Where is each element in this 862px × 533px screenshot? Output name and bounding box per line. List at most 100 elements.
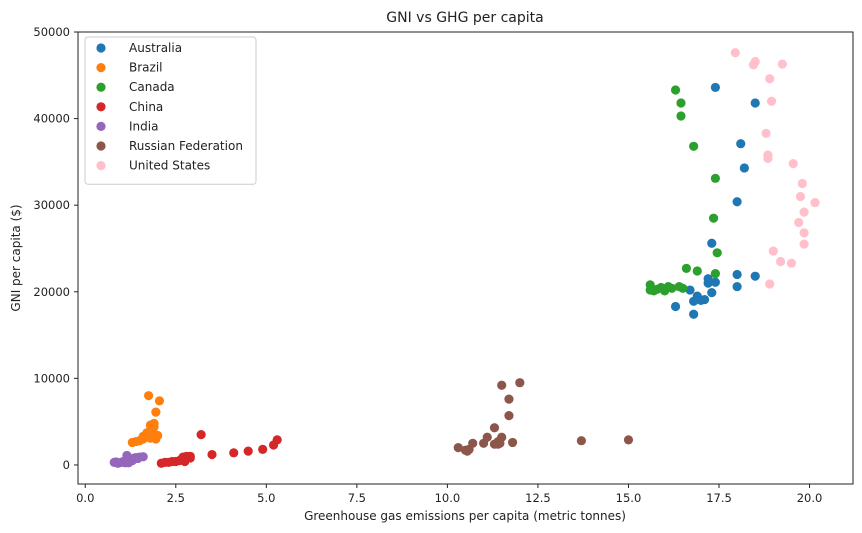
data-point [497, 380, 507, 390]
series-brazil [127, 391, 165, 448]
data-point [732, 281, 742, 292]
series-russian-federation [453, 378, 634, 456]
data-point [678, 283, 688, 293]
data-point [707, 288, 717, 298]
data-point [730, 48, 740, 58]
x-axis-title: Greenhouse gas emissions per capita (met… [304, 509, 626, 523]
data-point [645, 280, 655, 290]
data-point [468, 438, 478, 448]
data-point [761, 128, 771, 138]
data-point [739, 163, 749, 173]
legend-label: Russian Federation [129, 139, 243, 153]
data-point [667, 283, 677, 293]
data-point [670, 85, 681, 95]
data-point [732, 197, 742, 207]
data-point [453, 443, 463, 453]
data-point [689, 309, 699, 319]
data-point [462, 446, 472, 456]
y-tick-label: 50000 [33, 25, 70, 39]
x-tick-label: 2.5 [167, 491, 185, 505]
data-point [507, 437, 518, 448]
data-point [765, 279, 775, 289]
data-point [145, 420, 156, 430]
data-point [133, 453, 143, 464]
legend-marker [96, 121, 106, 131]
chart-title: GNI vs GHG per capita [386, 10, 543, 26]
x-axis: 0.0 2.5 5.0 7.5 10.0 12.5 15.0 17.5 20.0 [76, 484, 822, 505]
data-point [151, 407, 161, 417]
data-point [180, 456, 190, 467]
data-point [689, 141, 699, 151]
legend-label: Australia [129, 41, 182, 55]
data-point [736, 139, 746, 149]
data-points [109, 48, 820, 468]
data-point [670, 301, 681, 312]
data-point [272, 435, 282, 445]
data-point [243, 446, 253, 456]
data-point [623, 435, 634, 445]
plot-area [77, 31, 854, 485]
x-tick-label: 0.0 [76, 491, 94, 505]
y-tick-label: 10000 [33, 371, 70, 385]
legend-marker [96, 82, 106, 92]
legend-label: India [129, 119, 158, 133]
legend-marker [96, 161, 106, 171]
data-point [732, 269, 742, 280]
x-tick-label: 20.0 [797, 491, 823, 505]
data-point [229, 448, 239, 458]
series-united-states [730, 48, 820, 289]
data-point [676, 98, 686, 108]
y-axis: 0 10000 20000 30000 40000 50000 [33, 25, 78, 472]
data-point [710, 268, 720, 279]
data-point [692, 266, 702, 276]
y-tick-label: 0 [63, 458, 70, 472]
data-point [504, 410, 514, 421]
legend-marker [96, 63, 106, 73]
data-point [515, 378, 525, 388]
data-point [710, 82, 720, 93]
data-point [710, 173, 720, 183]
series-canada [645, 85, 722, 296]
data-point [676, 111, 686, 121]
y-tick-label: 40000 [33, 112, 70, 126]
legend-label: Brazil [129, 61, 163, 75]
data-point [685, 285, 695, 295]
data-point [799, 239, 809, 249]
x-tick-label: 5.0 [257, 491, 275, 505]
data-point [707, 238, 717, 248]
data-point [115, 458, 125, 468]
data-point [750, 271, 760, 281]
data-point [138, 431, 148, 441]
data-point [712, 248, 722, 258]
y-axis-title: GNI per capita ($) [9, 204, 23, 311]
x-tick-label: 10.0 [435, 491, 461, 505]
data-point [775, 256, 786, 267]
data-point [797, 178, 807, 189]
data-point [799, 228, 809, 238]
data-point [576, 436, 586, 446]
legend-label: United States [129, 159, 210, 173]
data-point [768, 246, 778, 256]
x-tick-label: 15.0 [616, 491, 642, 505]
legend-marker [96, 141, 106, 151]
x-tick-label: 17.5 [706, 491, 732, 505]
series-china [156, 430, 282, 468]
data-point [710, 277, 720, 287]
legend: Australia Brazil Canada China India Russian F… [84, 36, 257, 185]
data-point [765, 74, 775, 84]
data-point [750, 56, 760, 67]
legend-label: China [129, 100, 163, 114]
legend-marker [96, 43, 106, 53]
data-point [482, 432, 492, 442]
data-point [750, 98, 760, 108]
data-point [504, 394, 514, 404]
data-point [493, 439, 503, 449]
data-point [144, 391, 154, 401]
y-tick-label: 30000 [33, 198, 70, 212]
data-point [810, 197, 820, 208]
data-point [766, 96, 777, 106]
data-point [708, 213, 719, 223]
data-point [699, 294, 710, 305]
legend-marker [96, 102, 106, 112]
